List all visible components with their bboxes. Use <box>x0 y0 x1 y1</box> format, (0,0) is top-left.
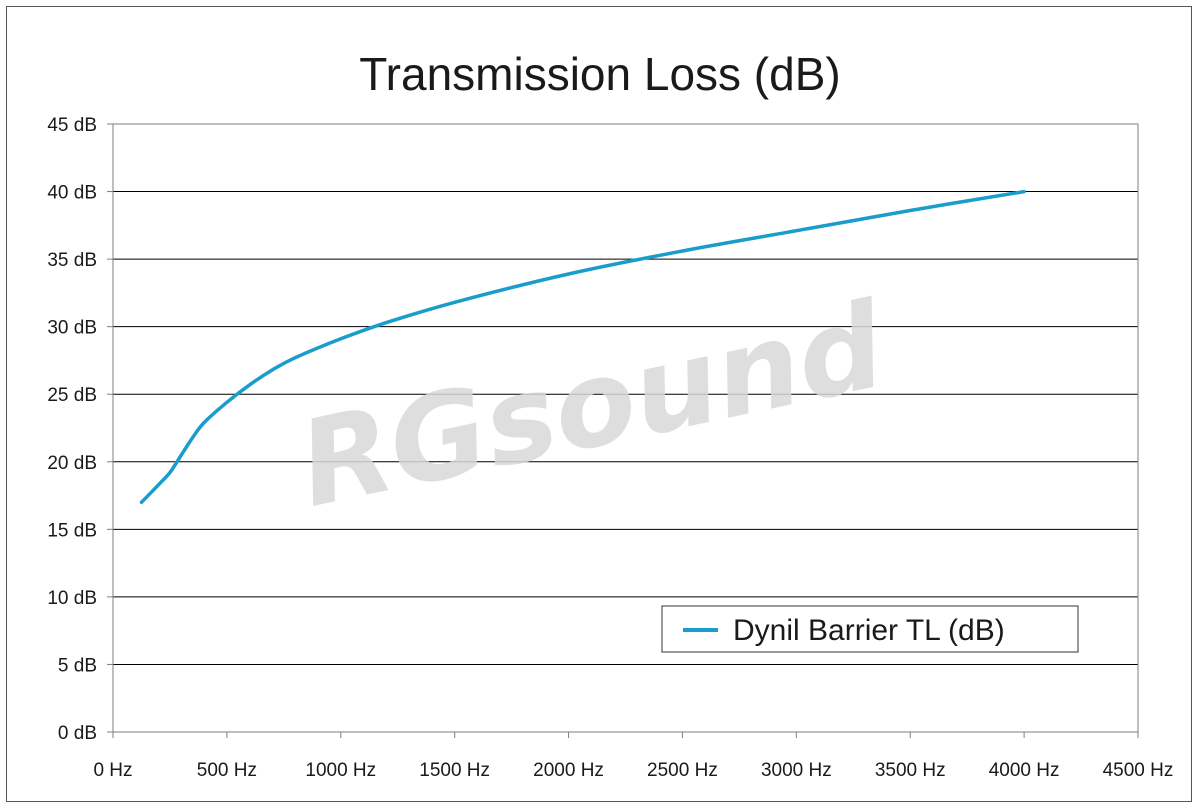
chart-title: Transmission Loss (dB) <box>359 48 840 100</box>
series-point-0-3 <box>179 453 183 457</box>
series-point-0-10 <box>339 337 343 341</box>
x-axis-ticks: 0 Hz 500 Hz 1000 Hz 1500 Hz 2000 Hz 2500 Hz 30… <box>93 732 1173 781</box>
series-point-0-15 <box>794 229 798 233</box>
legend-series-label: Dynil Barrier TL (dB) <box>733 614 1005 647</box>
series-point-0-5 <box>202 421 206 425</box>
series-point-0-4 <box>191 436 195 439</box>
series-point-0-7 <box>248 383 252 387</box>
grid-lines <box>113 191 1138 665</box>
y-tick-label-5: 5 dB <box>58 655 97 676</box>
series-point-0-13 <box>567 272 571 276</box>
x-tick-label-4500: 4500 Hz <box>1103 760 1174 781</box>
chart-frame <box>6 6 1192 802</box>
x-tick-label-2000: 2000 Hz <box>533 760 604 781</box>
x-tick-label-500: 500 Hz <box>197 760 257 781</box>
watermark-logo: RGsound <box>288 276 897 534</box>
x-tick-label-1500: 1500 Hz <box>419 760 490 781</box>
y-tick-label-45: 45 dB <box>47 115 97 136</box>
x-tick-label-3500: 3500 Hz <box>875 760 946 781</box>
x-tick-label-0: 0 Hz <box>93 760 132 781</box>
y-axis-ticks: 0 dB 5 dB 10 dB 15 dB 20 dB 25 dB 30 dB 35 dB 40… <box>47 115 113 744</box>
series-point-0-16 <box>908 209 912 212</box>
series-point-0-0 <box>140 500 143 504</box>
y-tick-label-10: 10 dB <box>47 588 97 609</box>
y-tick-label-20: 20 dB <box>47 453 97 474</box>
legend: Dynil Barrier TL (dB) <box>661 605 1079 653</box>
y-tick-label-0: 0 dB <box>58 723 97 744</box>
series-point-0-6 <box>225 400 229 404</box>
legend-box <box>661 605 1079 653</box>
y-tick-label-40: 40 dB <box>47 183 97 204</box>
series-point-0-9 <box>293 356 297 360</box>
y-tick-label-30: 30 dB <box>47 318 97 339</box>
x-tick-label-1000: 1000 Hz <box>305 760 376 781</box>
series-point-0-8 <box>270 368 274 372</box>
series-point-0-17 <box>1022 190 1026 194</box>
x-tick-label-4000: 4000 Hz <box>989 760 1060 781</box>
series-layer <box>139 189 1026 505</box>
y-tick-label-15: 15 dB <box>47 520 97 541</box>
plot-area-border <box>112 123 1139 733</box>
x-tick-label-3000: 3000 Hz <box>761 760 832 781</box>
series-point-0-12 <box>453 300 457 304</box>
series-point-0-14 <box>680 249 684 253</box>
y-tick-label-35: 35 dB <box>47 250 97 271</box>
series-point-0-1 <box>157 483 161 487</box>
y-tick-label-25: 25 dB <box>47 385 97 406</box>
x-tick-label-2500: 2500 Hz <box>647 760 718 781</box>
series-point-0-11 <box>384 321 388 325</box>
series-point-0-2 <box>168 471 172 475</box>
